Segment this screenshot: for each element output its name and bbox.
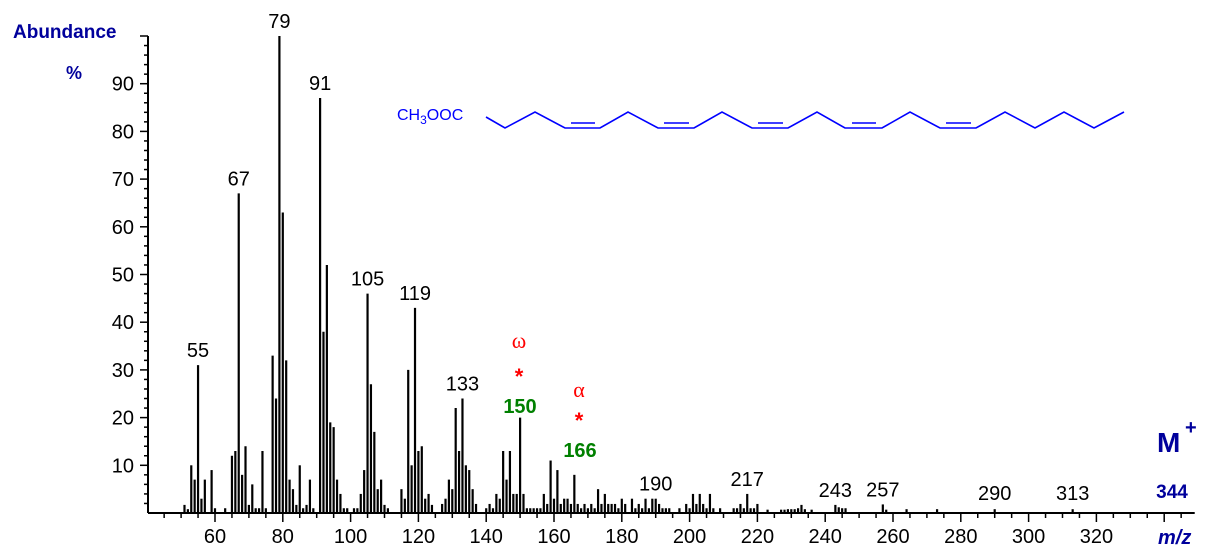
peak-label-119: 119 — [399, 283, 431, 305]
x-tick-label: 300 — [1012, 526, 1045, 548]
x-tick-label: 120 — [402, 526, 435, 548]
peak-label-217: 217 — [731, 469, 764, 491]
carbon-chain — [485, 111, 1125, 129]
alpha-mass: 166 — [563, 440, 596, 462]
y-axis-title: Abundance — [13, 22, 116, 43]
peak-label-105: 105 — [351, 269, 384, 291]
x-axis-title: m/z — [1158, 527, 1191, 549]
x-tick-label: 80 — [272, 526, 294, 548]
x-tick-label: 260 — [876, 526, 909, 548]
omega-marker: * — [515, 364, 524, 389]
molecular-ion-charge: + — [1185, 417, 1197, 439]
y-tick-label: 30 — [112, 360, 134, 382]
y-tick-label: 90 — [112, 74, 134, 96]
x-tick-label: 200 — [673, 526, 706, 548]
y-tick-label: 40 — [112, 312, 134, 334]
peak-bars — [183, 36, 1074, 513]
x-tick-label: 320 — [1080, 526, 1113, 548]
x-tick-label: 240 — [809, 526, 842, 548]
y-tick-label: 60 — [112, 217, 134, 239]
x-tick-label: 180 — [605, 526, 638, 548]
peak-label-190: 190 — [639, 474, 672, 496]
y-tick-label: 70 — [112, 169, 134, 191]
x-tick-label: 160 — [537, 526, 570, 548]
peak-labels: 55 67 79 91 105 119 133 190 217 243 257 290 313 — [187, 11, 1089, 505]
peak-label-55: 55 — [187, 340, 209, 362]
x-tick-label: 140 — [470, 526, 503, 548]
omega-mass: 150 — [503, 396, 536, 418]
molecular-ion-mass: 344 — [1156, 482, 1188, 503]
alpha-symbol: α — [573, 377, 585, 402]
y-tick-label: 20 — [112, 408, 134, 430]
alpha-marker: * — [575, 408, 584, 433]
x-tick-label: 220 — [741, 526, 774, 548]
y-tick-label: 80 — [112, 121, 134, 143]
omega-symbol: ω — [512, 328, 526, 353]
peak-label-91: 91 — [309, 73, 331, 95]
molecule-structure: CH3OOC — [397, 107, 1125, 129]
peak-label-79: 79 — [268, 11, 290, 33]
peak-label-133: 133 — [446, 374, 479, 396]
x-tick-label: 280 — [944, 526, 977, 548]
y-axis-unit: % — [66, 63, 82, 83]
x-tick-label: 100 — [334, 526, 367, 548]
x-tick-label: 60 — [204, 526, 226, 548]
peak-label-67: 67 — [228, 168, 250, 190]
y-tick-label: 10 — [112, 455, 134, 477]
peak-label-243: 243 — [819, 480, 852, 502]
peak-label-257: 257 — [866, 479, 899, 501]
molecular-ion-label: M — [1157, 427, 1180, 458]
y-tick-label: 50 — [112, 265, 134, 287]
axes: 60 80 100 120 140 160 180 200 220 240 260 280 300 320… — [112, 35, 1195, 548]
peak-label-313: 313 — [1056, 483, 1089, 505]
peak-label-290: 290 — [978, 483, 1011, 505]
ester-group-label: CH3OOC — [397, 107, 463, 127]
